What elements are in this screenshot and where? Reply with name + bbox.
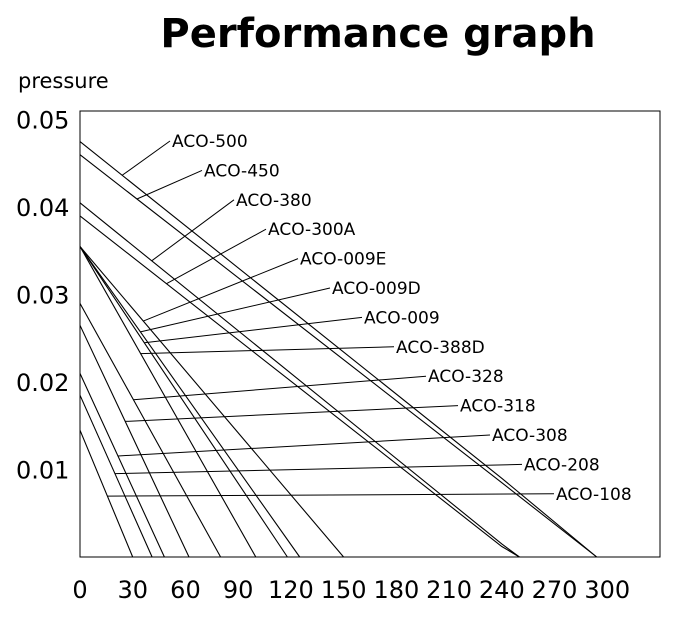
leader-line bbox=[140, 287, 331, 333]
leader-line bbox=[107, 493, 555, 497]
series-line-aco-318 bbox=[79, 325, 190, 558]
y-tick-label: 0.04 bbox=[16, 194, 69, 222]
chart-title: Performance graph bbox=[160, 11, 596, 57]
x-tick-label: 90 bbox=[223, 576, 254, 604]
series-line-aco-380 bbox=[79, 202, 520, 558]
series-label: ACO-328 bbox=[428, 367, 504, 387]
y-tick-label: 0.03 bbox=[16, 282, 69, 310]
y-tick-label: 0.02 bbox=[16, 369, 69, 397]
leader-line bbox=[144, 316, 363, 344]
series-label: ACO-380 bbox=[236, 191, 312, 211]
series-label: ACO-009E bbox=[300, 250, 386, 270]
series-line-aco-388d bbox=[79, 246, 257, 558]
series-label: ACO-318 bbox=[460, 397, 536, 417]
series-line-aco-009 bbox=[79, 246, 288, 558]
x-tick-label: 30 bbox=[117, 576, 148, 604]
leader-line bbox=[143, 258, 299, 322]
leader-line bbox=[140, 346, 395, 355]
series-label: ACO-450 bbox=[204, 161, 280, 181]
leader-line bbox=[125, 405, 459, 422]
series-line-aco-009d bbox=[79, 246, 301, 558]
x-tick-label: 150 bbox=[321, 576, 367, 604]
series-line-aco-328 bbox=[79, 303, 222, 558]
x-tick-label: 180 bbox=[373, 576, 419, 604]
leader-line bbox=[117, 434, 491, 457]
series-label: ACO-009 bbox=[364, 308, 440, 328]
series-label: ACO-300A bbox=[268, 220, 356, 240]
series-label: ACO-009D bbox=[332, 279, 421, 299]
x-tick-label: 300 bbox=[584, 576, 630, 604]
series-label: ACO-108 bbox=[556, 485, 632, 505]
series-line-aco-450 bbox=[79, 154, 598, 558]
y-tick-label: 0.01 bbox=[16, 457, 69, 485]
series-label: ACO-208 bbox=[524, 455, 600, 475]
leader-line bbox=[136, 169, 203, 200]
series-line-aco-009e bbox=[79, 246, 345, 558]
series-label: ACO-500 bbox=[172, 132, 248, 152]
leader-line bbox=[114, 463, 523, 475]
x-tick-label: 120 bbox=[268, 576, 314, 604]
x-tick-label: 0 bbox=[72, 576, 87, 604]
leader-line bbox=[166, 228, 267, 285]
y-axis-label: pressure bbox=[18, 69, 109, 93]
series-label: ACO-308 bbox=[492, 426, 568, 446]
y-tick-label: 0.05 bbox=[16, 107, 69, 135]
x-tick-label: 210 bbox=[426, 576, 472, 604]
plot-frame bbox=[79, 110, 661, 558]
leader-line bbox=[151, 199, 235, 262]
leader-line bbox=[121, 140, 171, 176]
series-line-aco-108 bbox=[79, 429, 134, 558]
x-tick-label: 60 bbox=[170, 576, 201, 604]
leader-line bbox=[133, 375, 427, 401]
series-line-aco-300a bbox=[79, 215, 520, 558]
x-tick-label: 270 bbox=[532, 576, 578, 604]
series-label: ACO-388D bbox=[396, 338, 485, 358]
series-line-aco-208 bbox=[79, 394, 153, 558]
series-line-aco-308 bbox=[79, 373, 165, 558]
x-tick-label: 240 bbox=[479, 576, 525, 604]
